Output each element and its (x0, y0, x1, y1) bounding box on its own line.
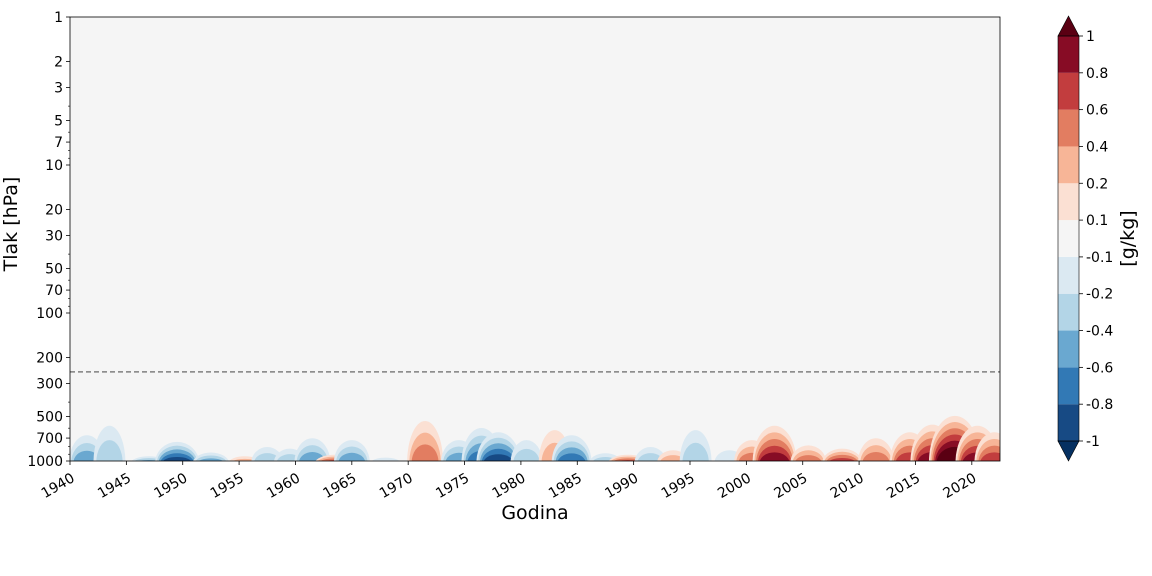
x-tick-label: 1940 (39, 470, 78, 502)
anomaly-lobe (73, 450, 101, 461)
anomaly-lobe (682, 442, 709, 461)
anomaly-lobe (557, 453, 586, 461)
anomaly-lobe (826, 454, 858, 461)
colorbar-band (1058, 220, 1079, 257)
colorbar-tick-label: 1 (1086, 29, 1095, 45)
y-tick-label: 50 (45, 261, 63, 277)
x-tick-label: 2000 (715, 470, 754, 502)
plot-background (70, 17, 1000, 461)
anomaly-lobe (660, 455, 686, 461)
x-tick-label: 1960 (264, 470, 303, 502)
colorbar-band (1058, 256, 1079, 294)
colorbar-tick-label: -0.1 (1086, 250, 1113, 266)
colorbar-tick-label: 0.2 (1086, 176, 1108, 192)
colorbar-tick-label: -0.2 (1086, 287, 1113, 303)
x-tick-label: 1975 (433, 470, 472, 502)
colorbar-tick-label: -1 (1086, 434, 1100, 450)
x-tick-label: 1965 (321, 470, 360, 502)
anomaly-lobe (233, 458, 257, 461)
y-tick-label: 100 (36, 306, 63, 322)
anomaly-lobe (254, 453, 281, 461)
anomaly-lobe (198, 458, 224, 461)
anomaly-lobe (163, 456, 192, 461)
colorbar-band (1058, 146, 1079, 184)
anomaly-lobe (481, 448, 515, 461)
anomaly-lobe (589, 453, 622, 461)
anomaly-lobe (371, 457, 400, 461)
x-tick-label: 2010 (828, 470, 867, 502)
y-tick-label: 7 (54, 135, 63, 151)
anomaly-lobe (757, 445, 792, 461)
colorbar-band (1058, 330, 1079, 368)
anomaly-lobe (862, 451, 890, 461)
y-tick-label: 2 (54, 55, 63, 71)
anomaly-lobe (795, 455, 822, 461)
x-tick-label: 1980 (490, 470, 529, 502)
x-tick-label: 1970 (377, 470, 416, 502)
y-tick-label: 5 (54, 113, 63, 129)
colorbar-extend-min (1057, 440, 1080, 462)
y-tick-label: 70 (45, 283, 63, 299)
anomaly-lobe (978, 445, 1000, 461)
y-tick-label: 500 (36, 409, 63, 425)
x-tick-label: 2020 (941, 470, 980, 502)
anomaly-lobe (829, 458, 856, 461)
colorbar-tick-label: -0.4 (1086, 324, 1113, 340)
colorbar-extend-max (1057, 15, 1080, 37)
y-tick-label: 200 (36, 351, 63, 367)
anomaly-lobe (411, 444, 439, 461)
y-tick-label: 20 (45, 203, 63, 219)
colorbar-frame (1057, 35, 1080, 442)
colorbar-band (1058, 404, 1079, 441)
colorbar-band (1058, 367, 1079, 405)
anomaly-lobe (296, 445, 329, 461)
colorbar-tick-label: 0.8 (1086, 66, 1108, 82)
anomaly-lobe (513, 448, 540, 461)
y-tick-label: 30 (45, 229, 63, 245)
colorbar-tick-label: 0.4 (1086, 139, 1108, 155)
anomaly-lobe (792, 450, 824, 461)
x-tick-label: 1955 (208, 470, 247, 502)
colorbar-band (1058, 293, 1079, 331)
anomaly-lobe (299, 451, 326, 461)
x-tick-label: 1945 (95, 470, 134, 502)
y-tick-label: 700 (36, 431, 63, 447)
anomaly-lobe (338, 452, 366, 461)
y-tick-label: 300 (36, 377, 63, 393)
x-tick-label: 1995 (659, 470, 698, 502)
x-tick-label: 1990 (602, 470, 641, 502)
colorbar-tick-label: -0.6 (1086, 360, 1113, 376)
anomaly-lobe (637, 453, 664, 461)
y-tick-label: 1 (54, 10, 63, 26)
colorbar-band (1058, 109, 1079, 147)
anomaly-lobe (483, 454, 513, 461)
x-tick-label: 2015 (884, 470, 923, 502)
y-tick-label: 1000 (27, 454, 63, 470)
colorbar-tick-label: 0.6 (1086, 103, 1108, 119)
x-tick-label: 1985 (546, 470, 585, 502)
anomaly-lobe (96, 440, 123, 461)
anomaly-lobe (634, 447, 667, 461)
anomaly-lobe (860, 445, 892, 461)
colorbar-band (1058, 72, 1079, 110)
x-tick-label: 1950 (151, 470, 190, 502)
colorbar-label: [g/kg] (1117, 210, 1139, 266)
colorbar-tick-label: -0.8 (1086, 397, 1113, 413)
x-axis-label: Godina (501, 502, 568, 524)
anomaly-field (70, 415, 1000, 461)
y-tick-label: 10 (45, 158, 63, 174)
anomaly-lobe (759, 452, 790, 461)
y-tick-label: 3 (54, 81, 63, 97)
plot-frame (69, 16, 1001, 462)
x-tick-label: 2005 (771, 470, 810, 502)
anomaly-lobe (195, 455, 227, 461)
anomaly-lobe (160, 453, 194, 461)
colorbar-band (1058, 36, 1079, 73)
anomaly-lobe (980, 452, 1000, 461)
colorbar-band (1058, 183, 1079, 221)
anomaly-lobe (251, 447, 284, 461)
colorbar-tick-label: 0.1 (1086, 213, 1108, 229)
y-axis-label: Tlak [hPa] (0, 177, 22, 273)
